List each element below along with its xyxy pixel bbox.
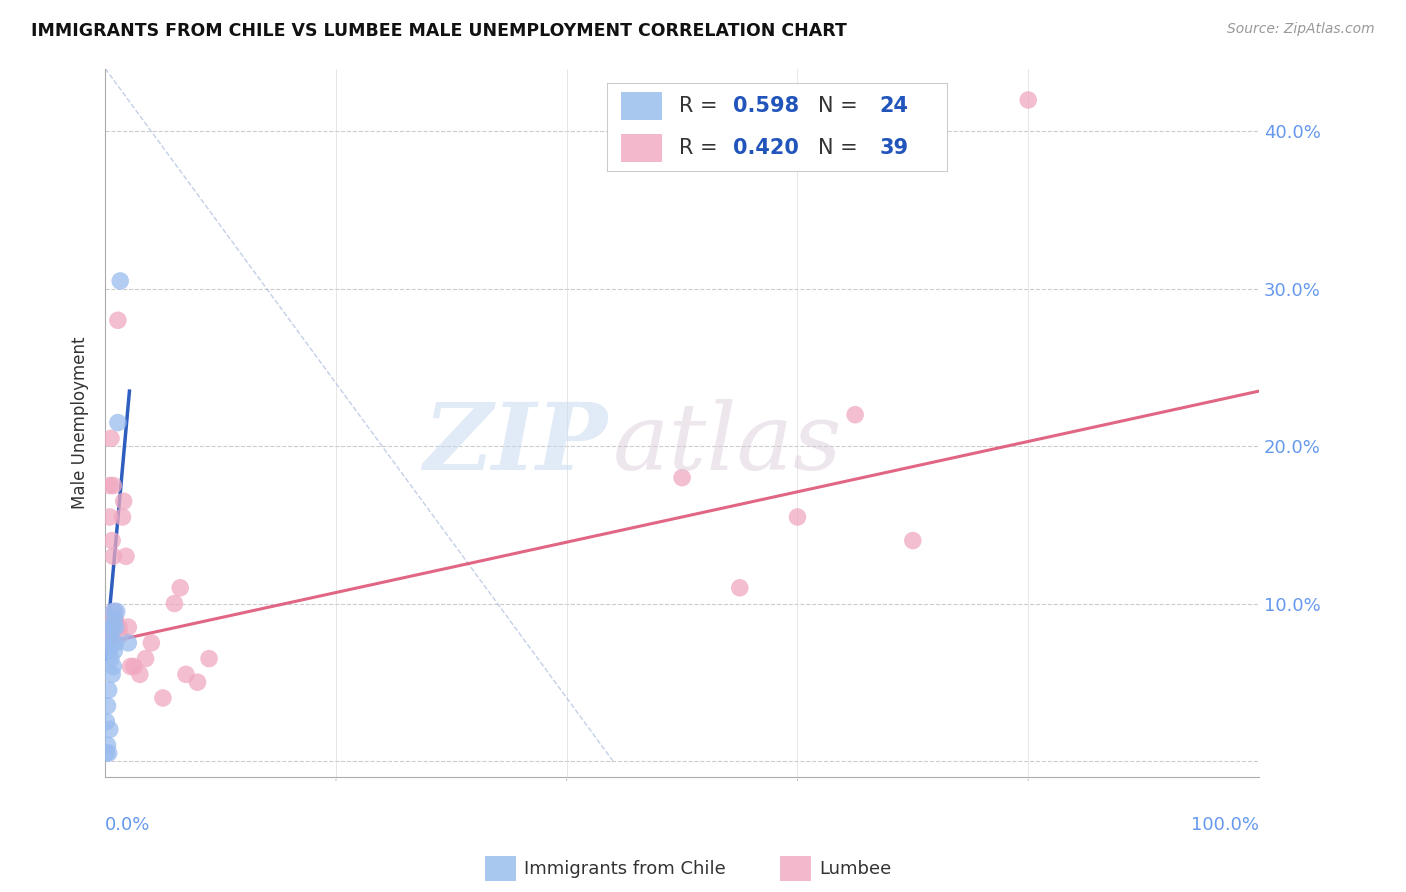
Point [901, 533, 924, 548]
Point [103, 620, 125, 634]
Point [108, 274, 131, 288]
Point [100, 651, 122, 665]
Point [98, 723, 121, 737]
Point [107, 416, 129, 430]
Point [101, 636, 124, 650]
Point [128, 667, 150, 681]
Point [96, 636, 118, 650]
Point [728, 581, 751, 595]
Text: 100.0%: 100.0% [1191, 815, 1258, 833]
Text: Lumbee: Lumbee [820, 860, 891, 878]
Y-axis label: Male Unemployment: Male Unemployment [72, 336, 89, 508]
Point [98, 628, 121, 642]
Text: Source: ZipAtlas.com: Source: ZipAtlas.com [1227, 22, 1375, 37]
Point [198, 651, 221, 665]
Point [103, 604, 125, 618]
Point [104, 620, 127, 634]
Point [174, 667, 197, 681]
Point [107, 313, 129, 327]
Point [103, 620, 125, 634]
Point [101, 628, 124, 642]
Point [103, 659, 125, 673]
Point [152, 690, 174, 705]
Point [104, 636, 127, 650]
Point [117, 620, 139, 634]
Text: atlas: atlas [613, 399, 842, 489]
Point [100, 431, 122, 445]
Point [169, 581, 191, 595]
Point [103, 549, 125, 564]
Point [111, 510, 134, 524]
Point [135, 651, 157, 665]
Point [115, 549, 138, 564]
Point [671, 470, 693, 484]
Point [100, 620, 122, 634]
Point [108, 620, 131, 634]
Point [96, 612, 118, 626]
Point [103, 644, 125, 658]
Point [141, 636, 163, 650]
Point [98, 510, 121, 524]
Point [1017, 93, 1039, 107]
Text: IMMIGRANTS FROM CHILE VS LUMBEE MALE UNEMPLOYMENT CORRELATION CHART: IMMIGRANTS FROM CHILE VS LUMBEE MALE UNE… [31, 22, 846, 40]
Point [96, 738, 118, 752]
Point [98, 478, 121, 492]
Point [163, 597, 186, 611]
Text: 0.0%: 0.0% [105, 815, 150, 833]
Point [101, 533, 124, 548]
Point [108, 628, 131, 642]
Point [97, 620, 120, 634]
Point [786, 510, 808, 524]
Point [97, 746, 120, 760]
Point [103, 604, 125, 618]
Point [97, 683, 120, 698]
Point [103, 478, 125, 492]
Point [103, 612, 125, 626]
Text: Immigrants from Chile: Immigrants from Chile [524, 860, 725, 878]
Point [105, 620, 128, 634]
Point [96, 698, 118, 713]
Point [105, 604, 128, 618]
Point [96, 714, 118, 729]
Point [96, 746, 118, 760]
Point [120, 659, 142, 673]
Point [96, 628, 118, 642]
Text: ZIP: ZIP [423, 399, 607, 489]
Point [97, 644, 120, 658]
Point [844, 408, 866, 422]
Point [101, 667, 124, 681]
Point [186, 675, 208, 690]
Point [122, 659, 145, 673]
Point [104, 612, 127, 626]
Point [117, 636, 139, 650]
Point [112, 494, 135, 508]
